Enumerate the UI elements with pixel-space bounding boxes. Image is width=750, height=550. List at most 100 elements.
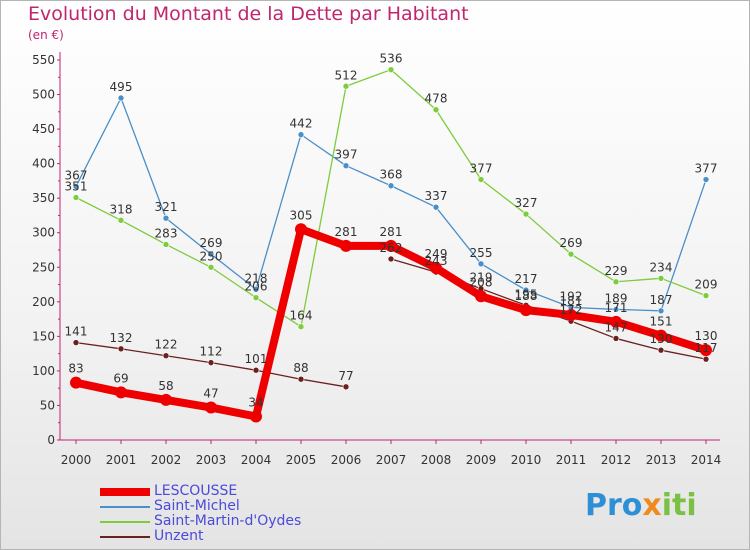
data-label-unzent: 262 — [380, 241, 403, 255]
data-label-unzent: 132 — [110, 331, 133, 345]
data-label-saint-martin-d-oydes: 206 — [245, 280, 268, 294]
point-saint-michel — [657, 307, 665, 315]
point-lescousse — [295, 223, 307, 236]
data-label-unzent: 147 — [605, 320, 628, 334]
x-tick-label: 2012 — [601, 453, 632, 467]
point-unzent — [702, 355, 710, 363]
y-tick-label: 250 — [32, 260, 55, 274]
y-tick-label: 500 — [32, 88, 55, 102]
series-layer — [70, 66, 712, 423]
data-label-lescousse: 58 — [158, 379, 173, 393]
data-label-lescousse: 249 — [425, 247, 448, 261]
series-line-saint-martin-d-oydes — [75, 69, 707, 328]
point-lescousse — [70, 376, 82, 389]
point-saint-martin-d-oydes — [297, 323, 305, 330]
point-saint-michel — [72, 183, 80, 190]
y-tick-label: 300 — [32, 226, 55, 240]
data-label-saint-michel: 189 — [605, 291, 628, 305]
point-saint-michel — [342, 162, 350, 170]
point-lescousse — [160, 393, 172, 406]
data-label-saint-martin-d-oydes: 234 — [650, 260, 673, 274]
x-tick-label: 2009 — [466, 453, 497, 467]
data-label-lescousse: 181 — [560, 294, 583, 308]
data-label-lescousse: 281 — [380, 225, 403, 239]
point-saint-martin-d-oydes — [387, 66, 395, 73]
y-tick-label: 450 — [32, 122, 55, 136]
point-saint-martin-d-oydes — [252, 294, 260, 301]
point-lescousse — [700, 344, 712, 357]
data-label-unzent: 77 — [338, 369, 353, 383]
data-label-saint-martin-d-oydes: 478 — [425, 92, 448, 106]
legend-swatch-saint-michel — [100, 506, 150, 508]
legend-label-lescousse: LESCOUSSE — [154, 483, 238, 499]
data-label-lescousse: 281 — [335, 225, 358, 239]
logo-part-3: iti — [661, 488, 697, 523]
x-tick-label: 2002 — [151, 453, 182, 467]
point-saint-michel — [612, 306, 620, 313]
logo-part-1: Pro — [585, 488, 643, 523]
data-label-saint-martin-d-oydes: 229 — [605, 264, 628, 278]
data-label-unzent: 122 — [155, 338, 178, 352]
point-lescousse — [115, 386, 127, 399]
point-saint-michel — [477, 260, 485, 268]
x-tick-label: 2010 — [511, 453, 542, 467]
point-saint-michel — [207, 250, 215, 258]
data-label-saint-michel: 321 — [155, 200, 178, 214]
legend-item-saint-martin-d-oydes: Saint-Martin-d'Oydes — [100, 514, 400, 529]
data-label-saint-martin-d-oydes: 250 — [200, 249, 223, 263]
point-unzent — [162, 352, 170, 360]
point-saint-michel — [297, 131, 305, 138]
point-saint-martin-d-oydes — [567, 250, 575, 258]
legend-swatch-unzent — [100, 536, 150, 538]
point-unzent — [297, 375, 305, 383]
point-unzent — [387, 255, 395, 263]
point-lescousse — [205, 401, 217, 414]
x-tick-label: 2000 — [61, 453, 92, 467]
y-tick-label: 400 — [32, 157, 55, 171]
data-label-lescousse: 305 — [290, 208, 313, 222]
point-saint-martin-d-oydes — [162, 241, 170, 248]
point-unzent — [207, 359, 215, 366]
data-label-saint-martin-d-oydes: 283 — [155, 226, 178, 240]
point-unzent — [657, 346, 665, 354]
x-tick-label: 2011 — [556, 453, 587, 467]
legend-label-saint-martin-d-oydes: Saint-Martin-d'Oydes — [154, 513, 302, 529]
point-lescousse — [475, 290, 487, 303]
chart-title: Evolution du Montant de la Dette par Hab… — [28, 3, 469, 25]
logo-part-2: x — [642, 488, 662, 523]
point-unzent — [117, 345, 125, 353]
data-label-saint-martin-d-oydes: 209 — [695, 278, 718, 292]
point-saint-michel — [162, 214, 170, 222]
axes: 0 50 100 150 200 250 300 350 400 450 500 550 2000 200… — [32, 52, 721, 467]
data-label-saint-michel: 367 — [65, 168, 88, 182]
y-tick-label: 150 — [32, 329, 55, 343]
point-saint-michel — [387, 182, 395, 190]
data-label-saint-michel: 218 — [245, 271, 268, 285]
point-unzent — [252, 366, 260, 374]
data-label-unzent: 219 — [470, 271, 493, 285]
point-saint-martin-d-oydes — [432, 106, 440, 114]
data-label-unzent: 117 — [695, 341, 718, 355]
data-label-saint-michel: 255 — [470, 246, 493, 260]
point-saint-martin-d-oydes — [612, 278, 620, 286]
legend: LESCOUSSE Saint-Michel Saint-Martin-d'Oy… — [100, 484, 400, 544]
y-tick-label: 0 — [47, 433, 55, 447]
x-tick-label: 2014 — [691, 453, 722, 467]
data-label-saint-michel: 442 — [290, 117, 313, 131]
data-label-saint-martin-d-oydes: 269 — [560, 236, 583, 250]
x-tick-label: 2006 — [331, 453, 362, 467]
x-tick-label: 2013 — [646, 453, 677, 467]
point-unzent — [72, 339, 80, 346]
unit-label: (en €) — [28, 28, 64, 42]
data-label-lescousse: 69 — [113, 371, 128, 385]
data-label-saint-michel: 192 — [560, 289, 583, 303]
data-label-lescousse: 47 — [203, 387, 218, 401]
point-lescousse — [250, 410, 262, 423]
point-saint-martin-d-oydes — [207, 263, 215, 271]
data-label-saint-martin-d-oydes: 351 — [65, 179, 88, 193]
point-lescousse — [430, 261, 442, 274]
data-label-saint-michel: 187 — [650, 293, 673, 307]
data-label-unzent: 130 — [650, 332, 673, 346]
legend-label-saint-michel: Saint-Michel — [154, 498, 240, 514]
